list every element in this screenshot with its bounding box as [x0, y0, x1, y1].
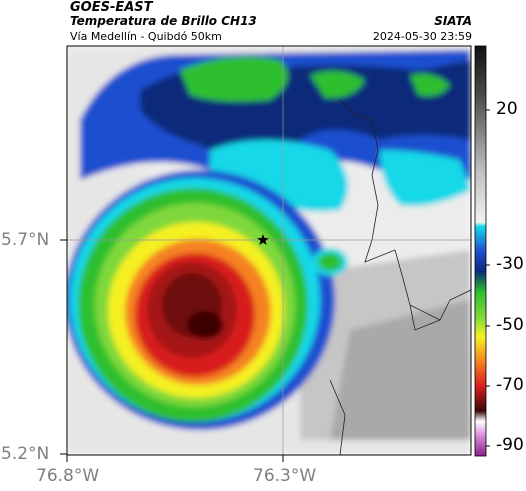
colorbar-label: 20	[496, 99, 518, 119]
x-tick-label: 76.3°W	[253, 466, 317, 486]
satellite-title: GOES-EAST	[70, 0, 153, 15]
colorbar-strip	[474, 45, 487, 457]
map-frame	[66, 45, 472, 456]
y-tick-label: 5.7°N	[1, 230, 50, 250]
x-tick-label: 76.8°W	[36, 466, 100, 486]
product-title: Temperatura de Brillo CH13	[70, 14, 257, 28]
star-icon	[257, 234, 269, 245]
datetime-label: 2024-05-30 23:59	[372, 30, 472, 43]
route-subtitle: Vía Medellín - Quibdó 50km	[70, 30, 222, 43]
colorbar-label: -50	[496, 315, 524, 335]
imagery-layer	[67, 46, 471, 455]
colorbar-label: -30	[496, 254, 524, 274]
colorbar-label: -90	[496, 435, 524, 455]
colorbar-label: -70	[496, 375, 524, 395]
organization-label: SIATA	[434, 14, 472, 28]
y-tick-label: 5.2°N	[1, 444, 50, 464]
